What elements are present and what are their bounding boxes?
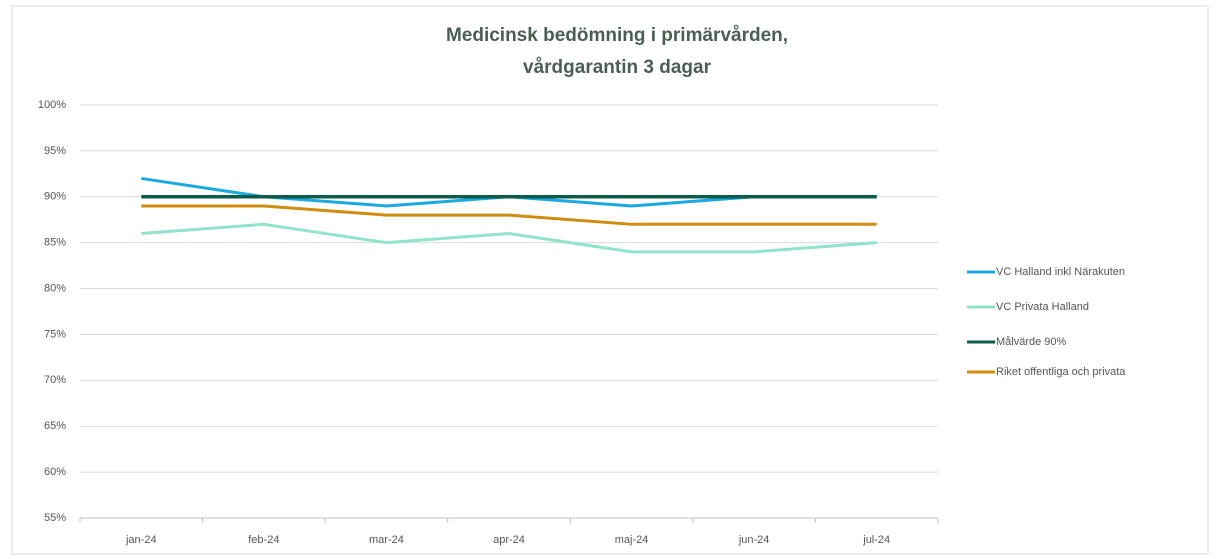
chart-border [11,5,1209,555]
y-tick-label: 100% [38,99,66,111]
legend-label: Målvärde 90% [996,336,1067,348]
legend-label: Riket offentliga och privata [996,366,1126,378]
x-tick-label: feb-24 [248,534,279,546]
y-tick-label: 70% [44,374,66,386]
x-tick-label: jul-24 [862,534,890,546]
series-line [141,204,877,226]
chart-title: vårdgarantin 3 dagar [523,57,712,78]
y-tick-label: 90% [44,191,66,203]
y-tick-label: 65% [44,420,66,432]
x-tick-label: apr-24 [493,534,525,546]
x-tick-label: maj-24 [615,534,649,546]
y-tick-label: 95% [44,145,66,157]
x-tick-label: mar-24 [369,534,404,546]
y-tick-label: 75% [44,328,66,340]
series-line [141,222,877,254]
y-tick-label: 85% [44,237,66,249]
legend-label: VC Privata Halland [996,301,1089,313]
chart-title: Medicinsk bedömning i primärvården, [446,25,788,46]
y-tick-label: 60% [44,466,66,478]
legend-label: VC Halland inkl Närakuten [996,266,1125,278]
y-tick-label: 80% [44,282,66,294]
y-tick-label: 55% [44,512,66,524]
x-tick-label: jun-24 [738,534,770,546]
x-tick-label: jan-24 [125,534,157,546]
